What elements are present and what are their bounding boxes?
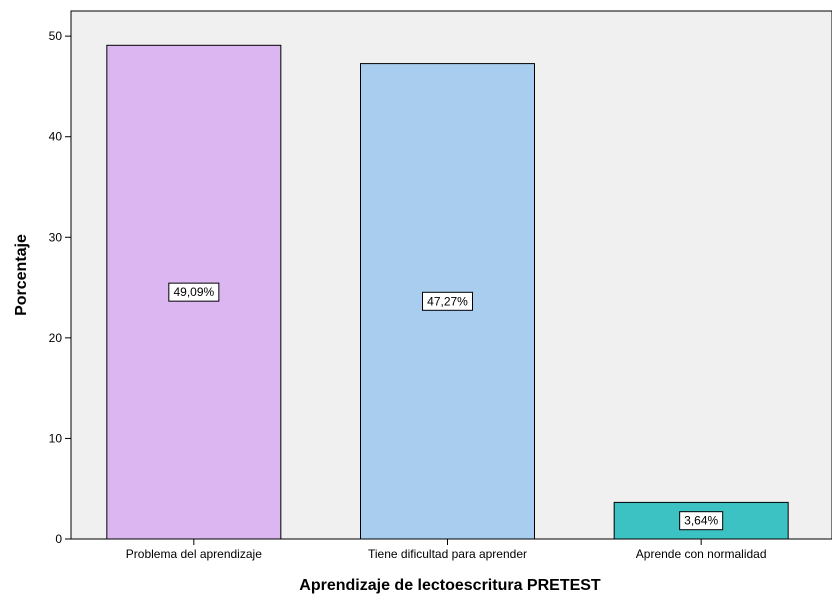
data-label-box xyxy=(422,291,473,311)
y-axis-title: Porcentaje xyxy=(13,234,30,316)
x-tick-label: Aprende con normalidad xyxy=(636,547,767,561)
x-tick-label: Problema del aprendizaje xyxy=(126,547,262,561)
data-label-box xyxy=(679,511,724,531)
bars: 49,09% 47,27% 3,64% xyxy=(106,44,789,540)
y-tick-label: 20 xyxy=(49,331,63,345)
y-axis: 0 10 20 30 40 50 xyxy=(49,29,71,546)
x-axis-title: Aprendizaje de lectoescritura PRETEST xyxy=(299,577,601,594)
y-tick-label: 10 xyxy=(49,431,63,445)
y-tick-label: 0 xyxy=(55,532,62,546)
y-tick-label: 30 xyxy=(49,230,63,244)
data-label: 3,64% xyxy=(684,514,718,528)
data-label: 49,09% xyxy=(173,285,214,299)
data-label-box xyxy=(168,282,220,302)
data-label: 47,27% xyxy=(427,294,468,308)
x-axis: Problema del aprendizaje Tiene dificultad… xyxy=(126,539,767,561)
y-tick-label: 50 xyxy=(49,29,63,43)
x-tick-label: Tiene dificultad para aprender xyxy=(368,547,527,561)
y-tick-label: 40 xyxy=(49,130,63,144)
